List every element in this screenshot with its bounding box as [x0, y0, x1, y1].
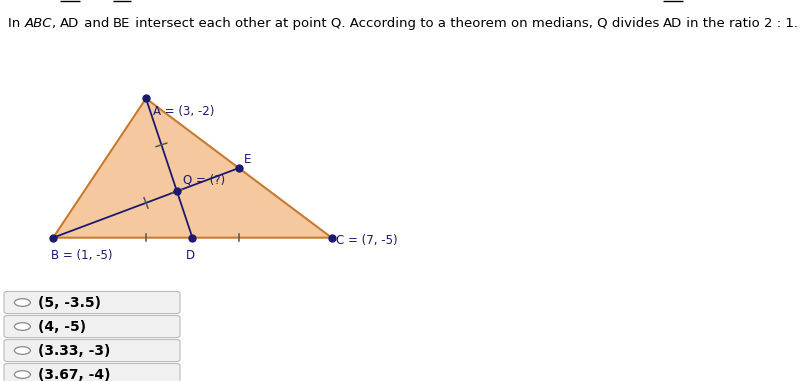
Text: BE: BE	[114, 17, 130, 30]
Text: A = (3, -2): A = (3, -2)	[153, 106, 214, 118]
Text: in the ratio 2 : 1. What are the coordinates of Q?: in the ratio 2 : 1. What are the coordin…	[682, 17, 800, 30]
Circle shape	[14, 323, 30, 330]
Text: D: D	[186, 249, 194, 262]
Text: AD: AD	[663, 17, 682, 30]
Text: (3.67, -4): (3.67, -4)	[38, 368, 111, 381]
Text: E: E	[243, 153, 251, 166]
Polygon shape	[53, 98, 332, 238]
Text: (5, -3.5): (5, -3.5)	[38, 296, 102, 309]
FancyBboxPatch shape	[4, 291, 180, 314]
FancyBboxPatch shape	[4, 315, 180, 338]
FancyBboxPatch shape	[4, 339, 180, 362]
Text: and: and	[80, 17, 114, 30]
Text: C = (7, -5): C = (7, -5)	[336, 234, 398, 247]
Text: ,: ,	[52, 17, 60, 30]
Text: Q = (?): Q = (?)	[182, 174, 225, 187]
Text: In: In	[8, 17, 25, 30]
Text: intersect each other at point Q. According to a theorem on medians, Q divides: intersect each other at point Q. Accordi…	[130, 17, 663, 30]
Circle shape	[14, 347, 30, 354]
Text: ABC: ABC	[25, 17, 52, 30]
Circle shape	[14, 371, 30, 378]
Text: (4, -5): (4, -5)	[38, 320, 86, 333]
Text: (3.33, -3): (3.33, -3)	[38, 344, 110, 357]
Text: B = (1, -5): B = (1, -5)	[51, 249, 112, 262]
Text: AD: AD	[60, 17, 80, 30]
Circle shape	[14, 299, 30, 306]
FancyBboxPatch shape	[4, 363, 180, 381]
